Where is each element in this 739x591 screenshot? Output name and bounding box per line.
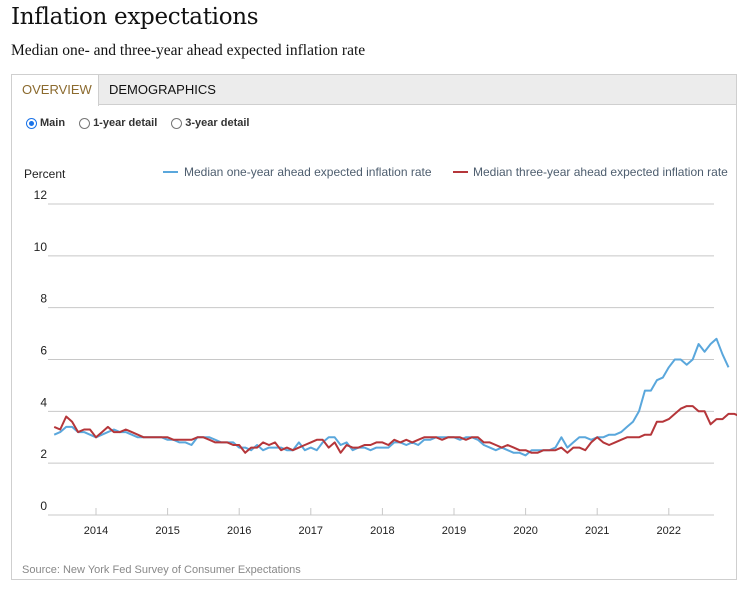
legend: Median one-year ahead expected inflation… bbox=[163, 165, 728, 179]
x-tick-label: 2017 bbox=[299, 525, 323, 537]
x-tick-label: 2021 bbox=[585, 525, 609, 537]
radio-button[interactable] bbox=[171, 117, 183, 129]
y-tick-label: 2 bbox=[40, 447, 47, 461]
source-note: Source: New York Fed Survey of Consumer … bbox=[22, 564, 301, 576]
radio-main[interactable]: Main bbox=[26, 117, 65, 129]
y-axis: 0 2 4 6 8 10 12 bbox=[34, 188, 48, 513]
series-line-three-year bbox=[53, 405, 737, 454]
radio-label: 1-year detail bbox=[93, 117, 158, 129]
x-tick-label: 2020 bbox=[513, 525, 537, 537]
page-title: Inflation expectations bbox=[11, 4, 259, 30]
tab-demographics[interactable]: DEMOGRAPHICS bbox=[109, 82, 216, 97]
radio-1-year-detail[interactable]: 1-year detail bbox=[79, 117, 157, 129]
series-lines bbox=[53, 337, 737, 457]
y-tick-label: 0 bbox=[40, 499, 47, 513]
radio-button[interactable] bbox=[79, 117, 91, 129]
radio-label: 3-year detail bbox=[185, 117, 250, 129]
y-tick-label: 6 bbox=[40, 344, 47, 358]
y-tick-label: 12 bbox=[34, 188, 48, 202]
view-options: Main 1-year detail 3-year detail bbox=[26, 117, 263, 129]
radio-3-year-detail[interactable]: 3-year detail bbox=[171, 117, 249, 129]
tab-overview[interactable]: OVERVIEW bbox=[12, 75, 99, 106]
line-chart: Percent Median one-year ahead expected i… bbox=[24, 165, 737, 537]
x-tick-label: 2022 bbox=[657, 525, 681, 537]
x-tick-label: 2019 bbox=[442, 525, 466, 537]
legend-label-three-year: Median three-year ahead expected inflati… bbox=[473, 165, 728, 179]
y-tick-label: 4 bbox=[40, 395, 47, 409]
y-tick-label: 10 bbox=[34, 240, 48, 254]
series-line-one-year bbox=[53, 337, 730, 457]
x-tick-label: 2014 bbox=[84, 525, 108, 537]
grid bbox=[48, 203, 714, 516]
x-axis: 2014 2015 2016 2017 2018 2019 2020 2021 2022 bbox=[84, 508, 681, 537]
y-axis-label: Percent bbox=[24, 167, 66, 181]
y-tick-label: 8 bbox=[40, 292, 47, 306]
page-subtitle: Median one- and three-year ahead expecte… bbox=[11, 42, 366, 59]
radio-label: Main bbox=[40, 117, 66, 129]
x-tick-label: 2015 bbox=[155, 525, 179, 537]
x-tick-label: 2016 bbox=[227, 525, 251, 537]
radio-button-checked[interactable] bbox=[26, 117, 37, 129]
tab-bar: OVERVIEW DEMOGRAPHICS bbox=[12, 75, 736, 106]
chart-panel: OVERVIEW DEMOGRAPHICS Main 1-year detail… bbox=[11, 74, 737, 580]
x-tick-label: 2018 bbox=[370, 525, 394, 537]
legend-label-one-year: Median one-year ahead expected inflation… bbox=[184, 165, 432, 179]
